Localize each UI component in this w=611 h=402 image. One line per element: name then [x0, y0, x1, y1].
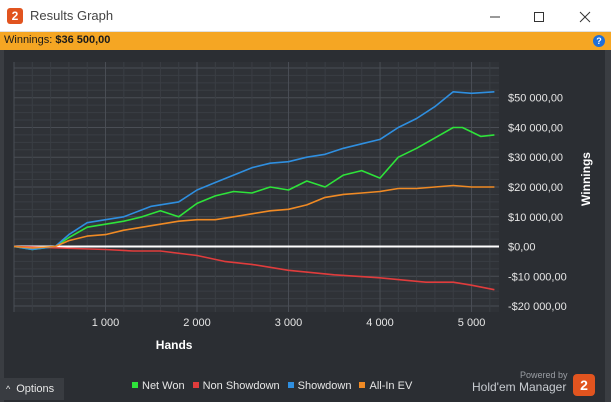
legend-item: Showdown	[287, 380, 352, 392]
legend-swatch	[287, 382, 294, 388]
y-axis-label: Winnings	[579, 152, 593, 206]
powered-by-text: Powered by	[520, 370, 568, 380]
results-graph: $50 000,00 $40 000,00 $30 000,00 $20 000,00…	[13, 62, 593, 352]
x-tick-label: 5 000	[458, 317, 486, 329]
options-button[interactable]: ^ Options	[0, 378, 64, 400]
legend-label: Showdown	[297, 380, 352, 392]
close-button[interactable]	[565, 4, 605, 28]
y-tick-label: -$20 000,00	[508, 301, 567, 313]
x-tick-label: 2 000	[183, 317, 211, 329]
legend-label: All-In EV	[369, 380, 413, 392]
series-line-all-in-ev	[13, 184, 495, 249]
left-border	[0, 50, 4, 402]
maximize-icon	[534, 12, 544, 23]
legend-item: All-In EV	[359, 380, 412, 392]
series-line-non-showdown	[13, 245, 495, 291]
chart-series	[13, 90, 495, 291]
window-title: Results Graph	[30, 8, 114, 23]
legend-swatch	[192, 382, 199, 388]
options-label: Options	[16, 383, 55, 395]
y-tick-label: $40 000,00	[508, 122, 563, 134]
x-tick-label: 3 000	[275, 317, 303, 329]
legend-item: Non Showdown	[192, 380, 280, 392]
app-logo-icon: 2	[7, 8, 23, 24]
x-axis-ticks: 1 000 2 000 3 000 4 000 5 000	[92, 317, 486, 329]
winnings-value: $36 500,00	[55, 34, 111, 46]
series-line-showdown	[13, 90, 495, 251]
legend-swatch	[132, 382, 138, 388]
y-tick-label: $0,00	[508, 242, 536, 254]
x-tick-label: 1 000	[92, 317, 120, 329]
brand-name: Hold'em Manager	[472, 380, 567, 394]
x-tick-label: 4 000	[366, 317, 394, 329]
brand-logo-icon: 2	[573, 374, 595, 396]
title-bar: 2 Results Graph	[0, 0, 611, 32]
y-tick-label: $10 000,00	[508, 212, 563, 224]
y-axis-ticks: $50 000,00 $40 000,00 $30 000,00 $20 000,00…	[508, 93, 567, 313]
legend-label: Net Won	[142, 380, 185, 392]
y-tick-label: $20 000,00	[508, 182, 563, 194]
minimize-icon	[490, 16, 500, 18]
chevron-up-icon: ^	[6, 384, 11, 394]
x-axis-label: Hands	[156, 338, 193, 352]
winnings-label: Winnings:	[4, 34, 53, 46]
chart-legend: Net Won Non Showdown Showdown All-In EV	[132, 380, 420, 392]
maximize-button[interactable]	[519, 4, 559, 28]
winnings-summary: Winnings: $36 500,00	[4, 34, 110, 46]
y-tick-label: $50 000,00	[508, 93, 563, 105]
series-line-net-won	[13, 126, 495, 251]
chart-grid	[13, 62, 499, 312]
legend-label: Non Showdown	[202, 380, 280, 392]
winnings-bar: Winnings: $36 500,00 ?	[0, 32, 611, 50]
y-tick-label: $30 000,00	[508, 152, 563, 164]
right-border	[605, 50, 611, 402]
legend-item: Net Won	[132, 380, 185, 392]
y-tick-label: -$10 000,00	[508, 271, 567, 283]
close-icon	[579, 11, 591, 23]
legend-swatch	[359, 382, 366, 388]
help-icon[interactable]: ?	[593, 35, 605, 47]
minimize-button[interactable]	[475, 4, 515, 28]
